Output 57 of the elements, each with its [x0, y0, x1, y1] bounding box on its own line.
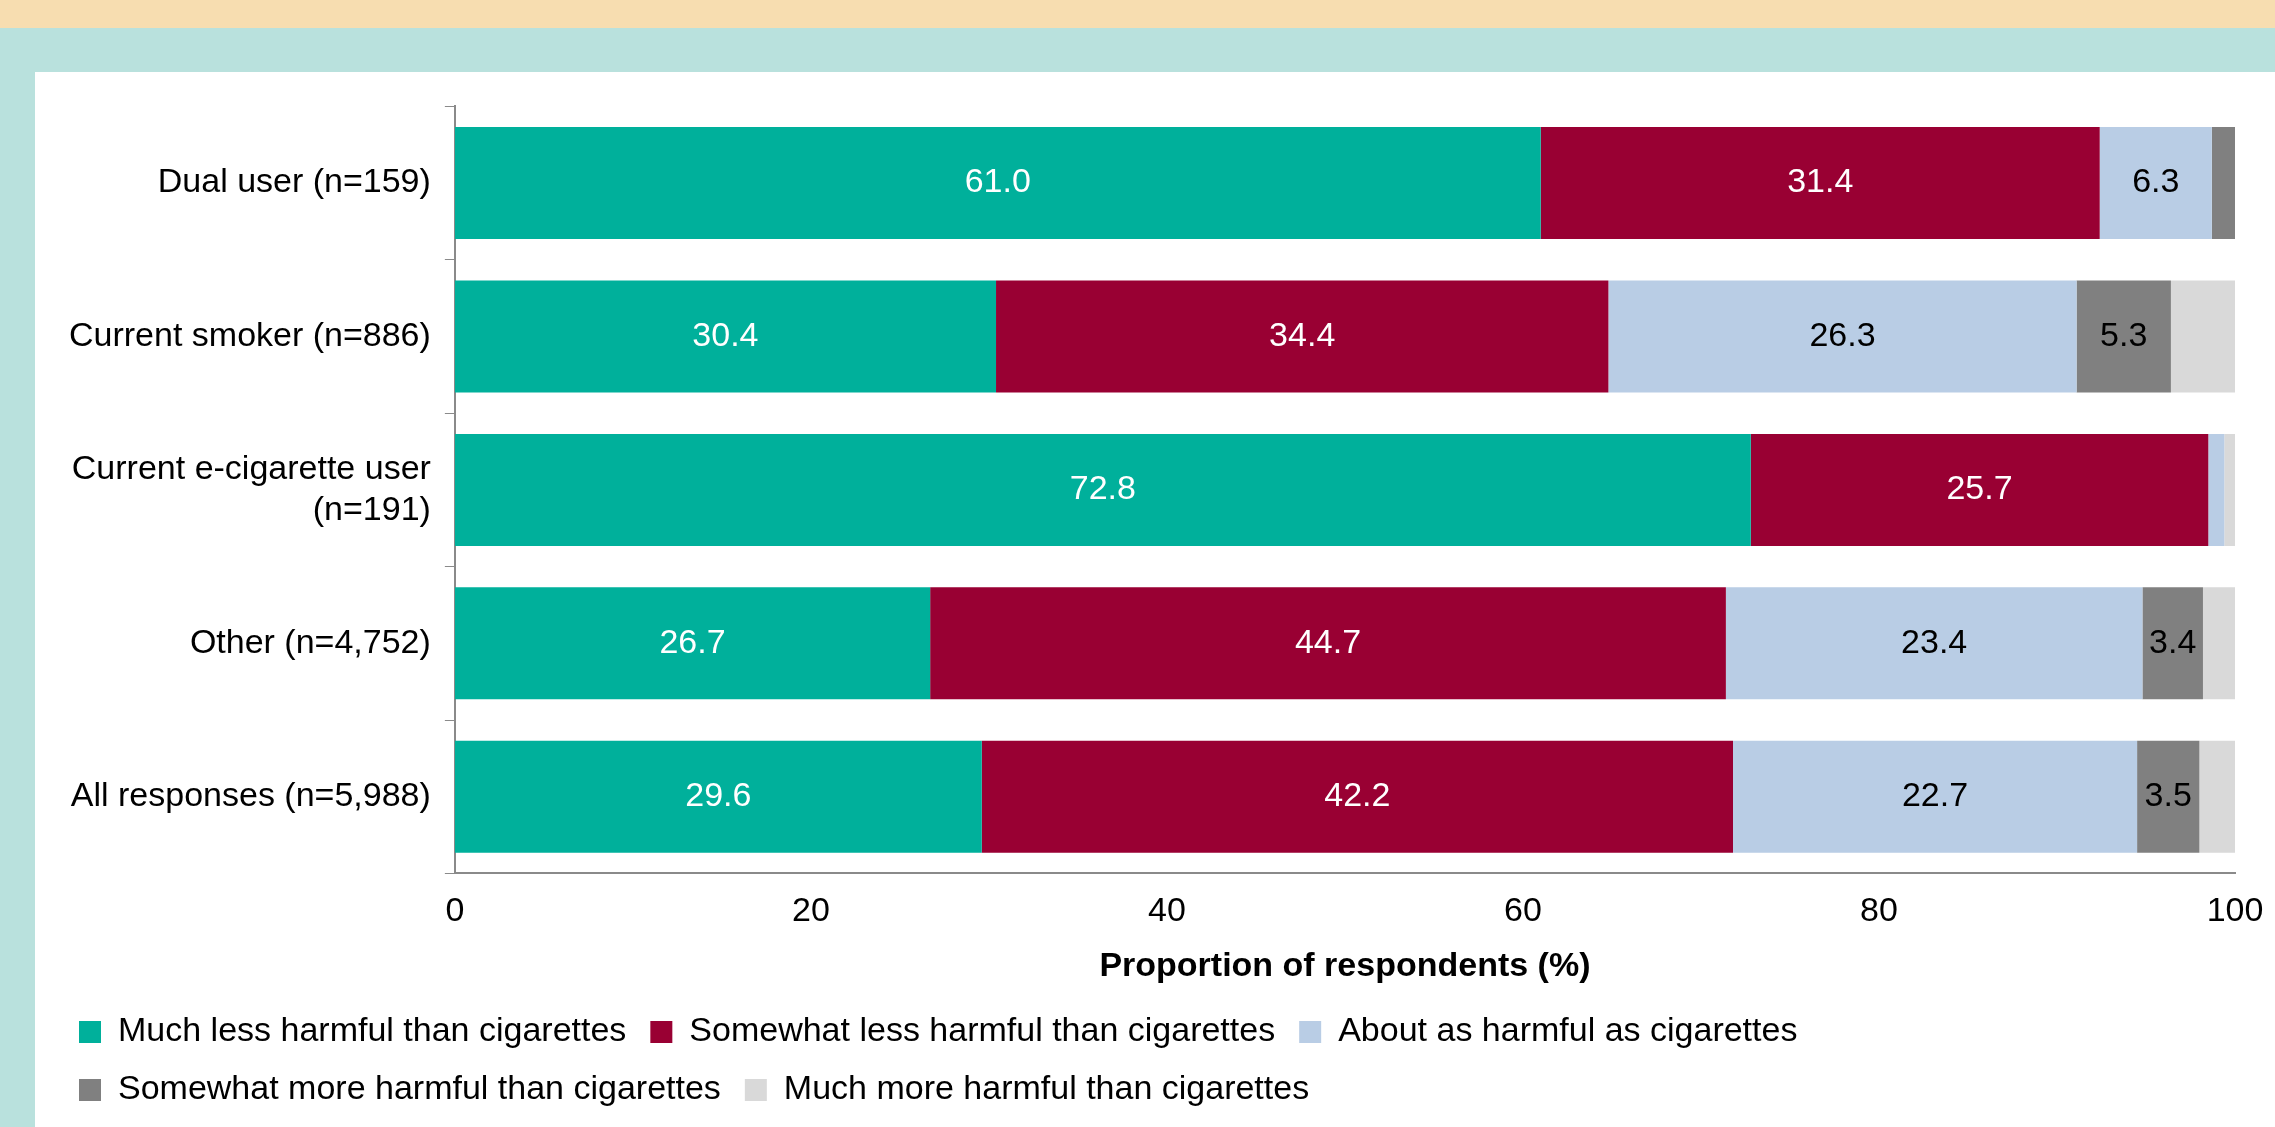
bar	[2199, 740, 2235, 853]
x-tick-label: 80	[1860, 890, 1898, 929]
legend-label: About as harmful as cigarettes	[1338, 1010, 1798, 1049]
x-axis-title: Proportion of respondents (%)	[1099, 944, 1591, 983]
bar	[2211, 127, 2235, 240]
bar	[1750, 433, 2209, 546]
data-label: 30.4	[692, 314, 759, 353]
bar	[2170, 280, 2235, 393]
legend-label: Much less harmful than cigarettes	[118, 1010, 627, 1049]
data-label: 23.4	[1901, 621, 1968, 660]
bar	[1733, 740, 2138, 853]
bar	[1540, 127, 2100, 240]
bar	[2208, 433, 2225, 546]
bar	[454, 740, 982, 853]
legend-label: Somewhat more harmful than cigarettes	[118, 1068, 721, 1107]
bar	[454, 127, 1541, 240]
data-label: 44.7	[1294, 621, 1362, 660]
data-label: 29.6	[685, 775, 752, 814]
bar	[2142, 587, 2203, 700]
bar	[930, 587, 1726, 700]
data-label: 26.3	[1809, 314, 1876, 353]
data-label: 5.3	[2100, 314, 2148, 353]
bar	[2099, 127, 2212, 240]
bar	[2137, 740, 2200, 853]
bar	[454, 587, 931, 700]
data-label: 61.0	[964, 161, 1031, 200]
data-label: 25.7	[1946, 468, 2013, 507]
x-tick-label: 20	[791, 890, 830, 929]
bar	[981, 740, 1733, 853]
y-tick-label: Other (n=4,752)	[189, 621, 431, 660]
bar	[454, 433, 1751, 546]
data-label: 26.7	[659, 621, 726, 660]
data-label: 42.2	[1324, 775, 1391, 814]
data-label: 6.3	[2132, 161, 2180, 200]
data-label: 3.4	[2149, 621, 2197, 660]
data-label: 31.4	[1787, 161, 1854, 200]
bar	[1608, 280, 2077, 393]
data-label: 34.4	[1269, 314, 1336, 353]
data-label: 22.7	[1901, 775, 1969, 814]
x-tick-label: 40	[1148, 890, 1186, 929]
bar	[996, 280, 1609, 393]
bar	[1725, 587, 2143, 700]
x-tick-label: 60	[1504, 890, 1542, 929]
bar	[454, 280, 997, 393]
x-tick-label: 100	[2206, 890, 2264, 929]
legend-label: Much more harmful than cigarettes	[783, 1068, 1310, 1107]
y-tick-label: Dual user (n=159)	[157, 161, 431, 200]
y-tick-label: All responses (n=5,988)	[70, 775, 431, 814]
data-label: 3.5	[2144, 775, 2192, 814]
x-tick-label: 0	[445, 890, 465, 929]
legend-label: Somewhat less harmful than cigarettes	[689, 1010, 1276, 1049]
y-tick-label: Current e-cigarette user (n=191)	[71, 447, 431, 527]
data-label: 72.8	[1069, 468, 1136, 507]
y-tick-label: Current smoker (n=886)	[68, 314, 431, 353]
bar	[2076, 280, 2171, 393]
bar	[2224, 433, 2235, 546]
bar	[2202, 587, 2235, 700]
